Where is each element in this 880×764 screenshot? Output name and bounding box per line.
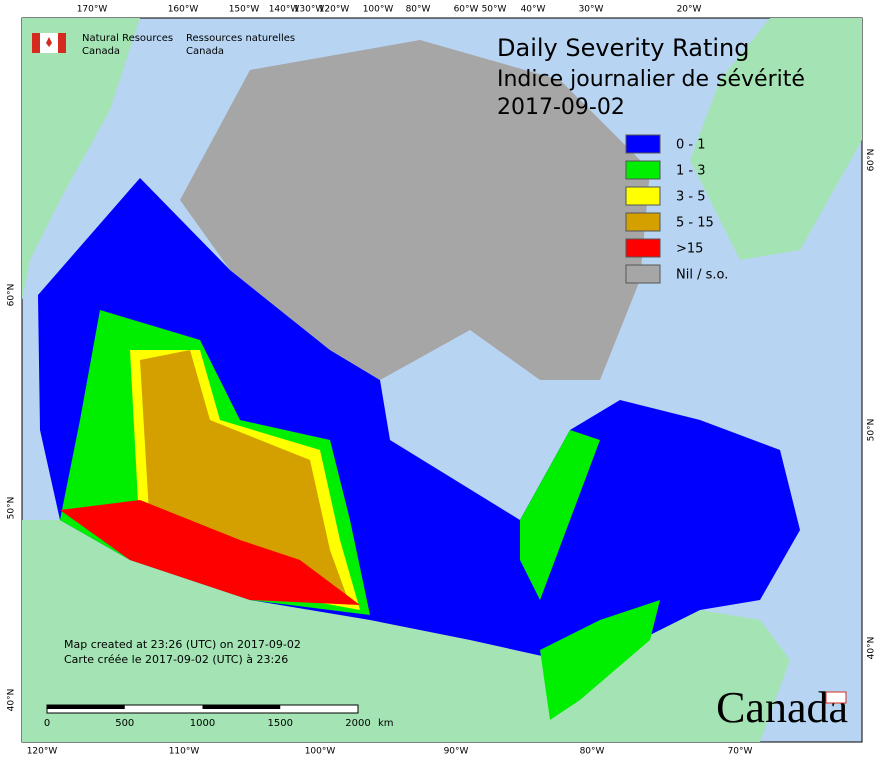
lon-label: 100°W [363,5,394,15]
lon-label: 60°W [454,5,479,15]
legend-swatch [625,134,661,154]
lon-label: 70°W [728,747,753,757]
lon-label: 50°W [482,5,507,15]
lon-label: 150°W [229,5,260,15]
lat-label: 50°N [867,419,877,442]
lon-label: 20°W [677,5,702,15]
legend-swatch [625,264,661,284]
note: Map created at 23:26 (UTC) on 2017-09-02 [64,638,301,651]
scale-label: 0 [44,718,50,729]
legend-label: >15 [676,242,703,257]
lon-label: 100°W [305,747,336,757]
region-nil [180,40,650,380]
title: 2017-09-02 [497,95,625,120]
flag-leaf [46,37,52,47]
lat-label: 40°N [7,689,17,712]
wordmark-flag [825,691,847,704]
lon-label: 120°W [319,5,350,15]
lon-label: 80°W [406,5,431,15]
region-south-1-3 [540,600,660,720]
region-quebec-1-3 [520,430,600,600]
usa [22,520,790,742]
scale-segment [202,705,281,709]
lat-label: 40°N [867,637,877,660]
lon-label: 40°W [521,5,546,15]
legend-swatch [625,238,661,258]
lon-label: 160°W [168,5,199,15]
agency-en: Canada [82,46,120,57]
lon-label: 130°W [294,5,325,15]
lon-label: 120°W [27,747,58,757]
scale-label: 1000 [190,718,215,729]
agency-fr: Ressources naturelles [186,33,295,44]
region-extreme [60,500,360,605]
flag-bar [58,33,66,53]
lon-label: 140°W [269,5,300,15]
alaska-russia [22,18,140,300]
legend-label: 1 - 3 [676,164,706,179]
agency-fr: Canada [186,46,224,57]
legend-label: Nil / s.o. [676,268,728,283]
legend-label: 0 - 1 [676,138,706,153]
legend-swatch [625,212,661,232]
lon-label: 90°W [444,747,469,757]
title: Indice journalier de sévérité [497,67,805,92]
legend-swatch [625,186,661,206]
lon-label: 110°W [169,747,200,757]
flag-bar [32,33,40,53]
legend-label: 3 - 5 [676,190,706,205]
lat-label: 60°N [867,149,877,172]
greenland [690,18,862,260]
scale-label: 500 [115,718,134,729]
note: Carte créée le 2017-09-02 (UTC) à 23:26 [64,653,288,666]
legend-label: 5 - 15 [676,216,714,231]
lon-label: 170°W [77,5,108,15]
agency-en: Natural Resources [82,33,173,44]
legend-swatch [625,160,661,180]
lon-label: 30°W [579,5,604,15]
wordmark: Canada [716,683,848,732]
title: Daily Severity Rating [497,34,749,62]
scale-segment [47,705,125,709]
lat-label: 50°N [7,497,17,520]
scale-label: 2000 [345,718,370,729]
scale-label: 1500 [268,718,293,729]
scale-unit: km [378,718,394,729]
lon-label: 80°W [580,747,605,757]
lat-label: 60°N [7,284,17,307]
